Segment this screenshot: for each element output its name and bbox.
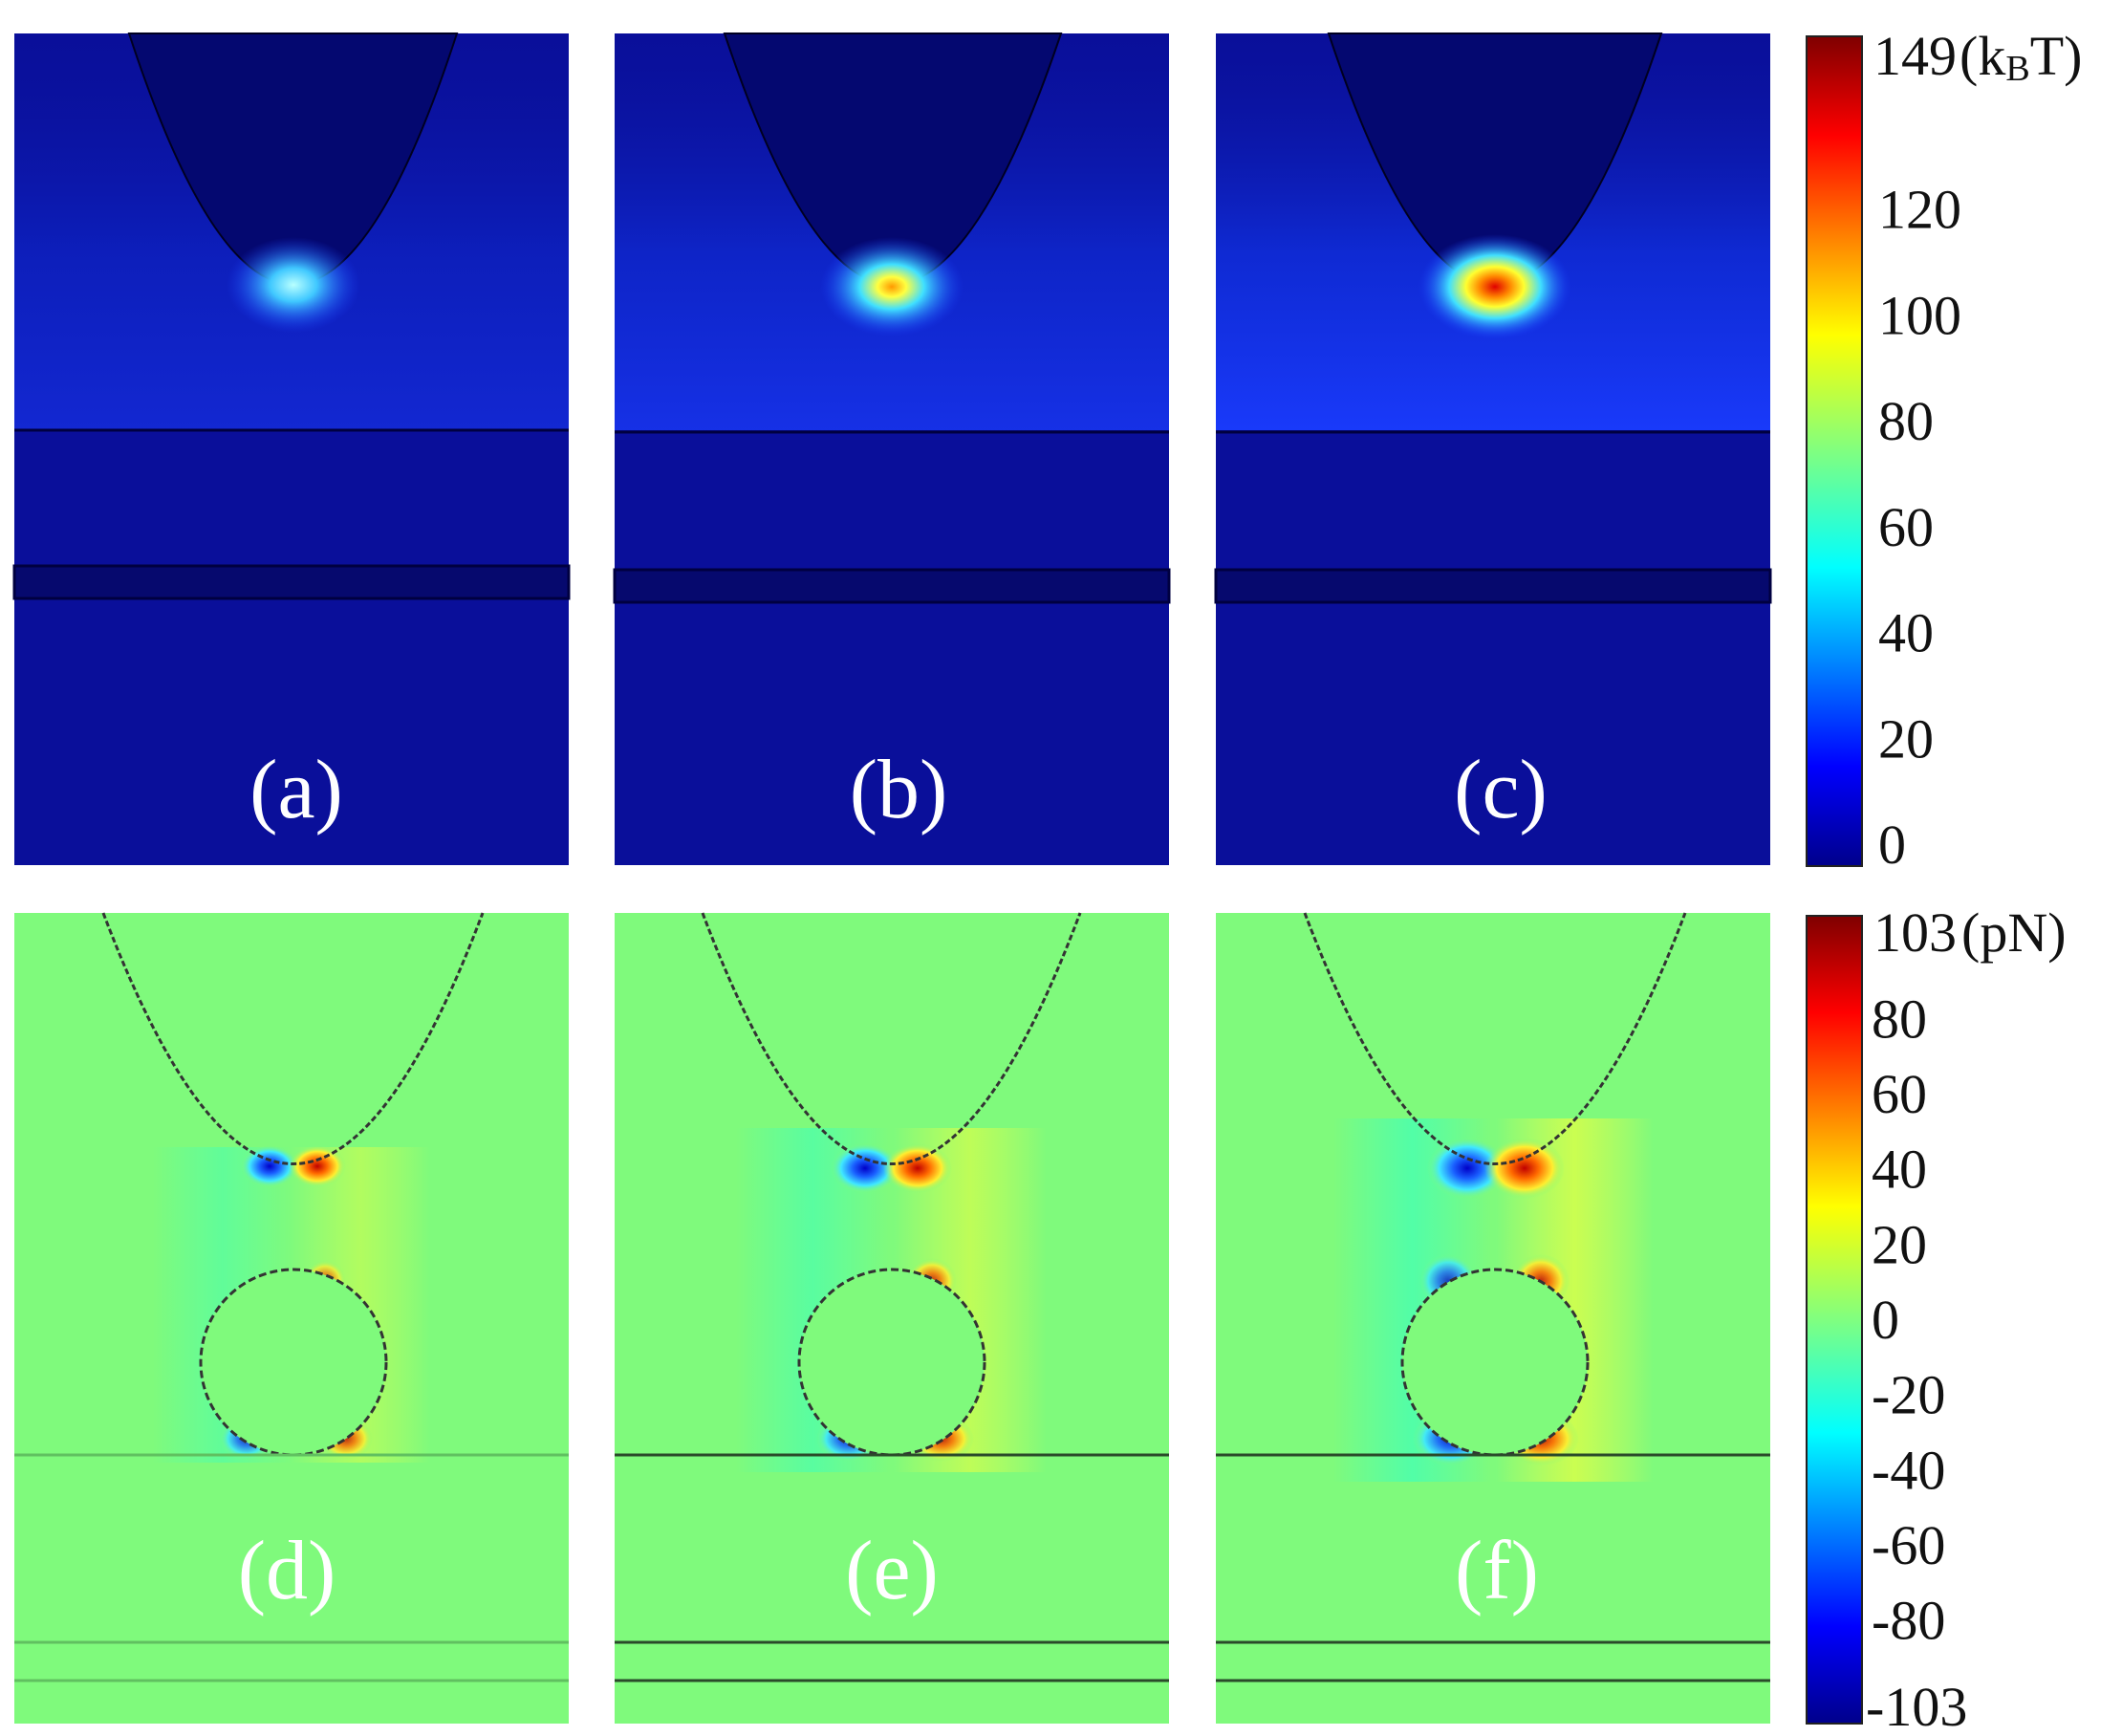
panel-a-label: (a) <box>249 744 343 836</box>
panel-a-layer-band <box>12 564 571 600</box>
colorbar-force-tick-0: 0 <box>1872 1289 1899 1351</box>
colorbar-force-max-label: 103 <box>1873 901 1957 964</box>
colorbar-force-bar <box>1806 915 1863 1725</box>
panel-d-lobe-red-top <box>289 1145 346 1187</box>
colorbar-force: 103 (pN) -103 80 60 40 20 0 -20 -40 -60 -80 <box>1806 901 2067 1736</box>
colorbar-force-tick-20: 20 <box>1872 1213 1927 1275</box>
colorbar-energy-tick-80: 80 <box>1878 390 1934 452</box>
panel-f-lobe-blue-top <box>1427 1138 1507 1199</box>
colorbar-energy-unit: (kBT) <box>1960 25 2082 89</box>
colorbar-force-unit: (pN) <box>1961 901 2067 964</box>
colorbar-force-min-label: -103 <box>1866 1676 1967 1736</box>
panel-e-tip <box>701 912 1082 1165</box>
panel-f-lobe-red-top <box>1484 1138 1565 1199</box>
colorbar-force-tick-minus-60: -60 <box>1872 1514 1945 1576</box>
colorbar-energy-ticks: 120 100 80 60 40 20 0 <box>1878 179 1961 876</box>
panel-b: (b) <box>613 33 1171 865</box>
colorbar-force-tick-40: 40 <box>1872 1139 1927 1201</box>
panel-e-label: (e) <box>845 1525 939 1617</box>
panel-e-lobe-red-top <box>883 1143 952 1193</box>
panel-f: (f) <box>1216 912 1770 1724</box>
colorbar-energy-unit-open: (k <box>1960 25 2005 87</box>
colorbar-force-ticks: 80 60 40 20 0 -20 -40 -60 -80 <box>1872 987 1945 1651</box>
colorbar-energy: 149 (kBT) 120 100 80 60 40 20 0 <box>1806 25 2082 876</box>
panel-c-label: (c) <box>1454 744 1548 836</box>
colorbar-energy-tick-20: 20 <box>1878 707 1934 770</box>
panel-f-particle <box>1400 1268 1590 1457</box>
panel-e-lobe-blue-top <box>831 1143 899 1193</box>
panel-e: (e) <box>615 912 1169 1724</box>
panel-f-tip <box>1303 912 1687 1165</box>
panel-a-hotspot <box>227 237 360 333</box>
colorbar-force-tick-minus-80: -80 <box>1872 1590 1945 1652</box>
colorbar-energy-tick-0: 0 <box>1878 814 1906 876</box>
panel-b-label: (b) <box>850 744 948 836</box>
colorbar-force-tick-60: 60 <box>1872 1063 1927 1125</box>
colorbar-energy-tick-120: 120 <box>1878 179 1961 241</box>
panel-e-particle <box>797 1268 986 1457</box>
panel-f-label: (f) <box>1455 1525 1539 1617</box>
colorbar-force-tick-minus-40: -40 <box>1872 1439 1945 1501</box>
panel-d-tip <box>101 912 485 1165</box>
panel-c: (c) <box>1214 33 1772 865</box>
panel-d-particle <box>199 1268 388 1457</box>
panel-b-hotspot <box>820 237 964 336</box>
colorbar-force-tick-80: 80 <box>1872 987 1927 1050</box>
panel-d-label: (d) <box>238 1525 336 1617</box>
colorbar-energy-tick-40: 40 <box>1878 602 1934 664</box>
colorbar-energy-unit-close: T) <box>2030 25 2083 87</box>
panel-b-layer-band <box>613 568 1171 604</box>
colorbar-energy-tick-60: 60 <box>1878 496 1934 558</box>
colorbar-force-tick-minus-20: -20 <box>1872 1364 1945 1426</box>
panel-c-hotspot <box>1418 234 1571 339</box>
colorbar-energy-tick-100: 100 <box>1878 284 1961 346</box>
colorbar-energy-bar <box>1806 35 1863 867</box>
panel-c-layer-band <box>1214 568 1772 604</box>
panel-d: (d) <box>14 912 569 1724</box>
colorbar-energy-max-label: 149 <box>1873 25 1957 87</box>
panel-a: (a) <box>12 33 571 865</box>
colorbar-energy-unit-sub: B <box>2005 49 2029 89</box>
panel-d-lobe-blue-top <box>241 1145 298 1187</box>
